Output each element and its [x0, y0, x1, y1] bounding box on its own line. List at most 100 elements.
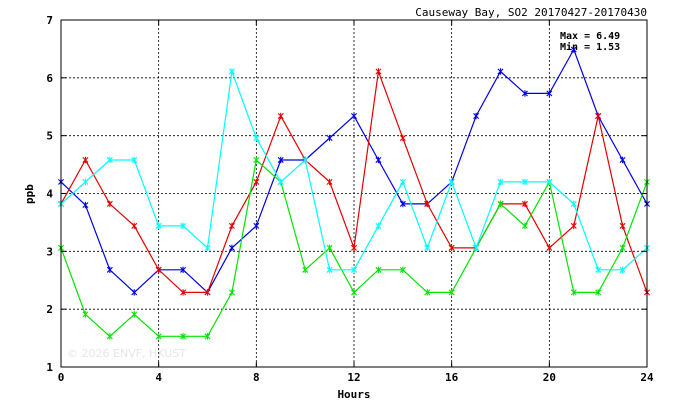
data-point	[253, 222, 260, 230]
data-point	[351, 266, 357, 274]
data-point	[204, 244, 211, 252]
data-point	[180, 289, 187, 296]
x-tick-label: 16	[445, 371, 459, 384]
data-point	[253, 156, 260, 164]
x-tick-label: 0	[58, 371, 65, 384]
data-point	[375, 222, 382, 230]
data-point	[351, 244, 357, 252]
data-point	[375, 156, 382, 164]
data-point	[204, 333, 211, 340]
x-tick-label: 8	[253, 371, 260, 384]
data-point	[351, 112, 357, 120]
data-point	[131, 156, 138, 164]
data-point	[497, 200, 504, 208]
data-point	[82, 311, 89, 318]
y-tick-label: 7	[46, 14, 53, 27]
x-axis-label: Hours	[337, 388, 370, 401]
data-point	[595, 289, 602, 296]
data-point	[399, 200, 406, 208]
data-point	[180, 266, 187, 274]
data-point	[473, 244, 480, 252]
y-tick-label: 2	[46, 303, 53, 316]
x-tick-label: 24	[640, 371, 654, 384]
data-point	[448, 244, 455, 252]
data-point	[375, 68, 382, 75]
data-point	[82, 178, 89, 186]
series-4	[58, 68, 650, 274]
data-point	[570, 289, 577, 296]
data-point	[106, 333, 113, 340]
data-point	[131, 222, 138, 230]
watermark: © 2026 ENVF, HKUST	[67, 347, 186, 360]
y-tick-label: 3	[46, 245, 53, 258]
data-point	[277, 178, 284, 186]
data-point	[570, 46, 577, 53]
data-point	[326, 244, 333, 252]
x-tick-label: 20	[543, 371, 556, 384]
data-point	[326, 178, 333, 186]
data-point	[253, 178, 260, 186]
data-point	[180, 333, 187, 340]
chart-title: Causeway Bay, SO2 20170427-20170430	[415, 6, 647, 19]
data-point	[326, 134, 333, 142]
y-tick-label: 1	[46, 361, 53, 374]
min-annotation: Min = 1.53	[560, 41, 620, 53]
data-point	[595, 266, 602, 274]
data-point	[570, 222, 577, 230]
y-tick-label: 6	[46, 72, 53, 85]
data-point	[546, 90, 553, 97]
data-point	[521, 178, 528, 186]
data-point	[619, 222, 626, 230]
data-point	[473, 112, 480, 120]
data-point	[399, 266, 406, 274]
data-point	[180, 222, 187, 230]
data-point	[399, 134, 406, 142]
data-point	[326, 266, 333, 274]
y-axis-label: ppb	[23, 184, 36, 204]
x-tick-label: 4	[155, 371, 162, 384]
y-tick-label: 5	[46, 130, 53, 143]
data-point	[228, 289, 235, 296]
data-point	[302, 266, 309, 274]
data-point	[82, 201, 89, 209]
data-point	[277, 112, 284, 120]
data-point	[351, 289, 357, 296]
max-annotation: Max = 6.49	[560, 31, 620, 42]
data-point	[228, 244, 235, 252]
data-point	[228, 222, 235, 230]
data-point	[155, 333, 162, 340]
data-point	[424, 244, 431, 252]
data-point	[399, 178, 406, 186]
data-point	[497, 178, 504, 186]
data-point	[228, 68, 235, 75]
data-point	[375, 266, 382, 274]
grid-lines	[61, 20, 647, 367]
x-tick-label: 12	[347, 371, 360, 384]
data-point	[106, 156, 113, 164]
data-point	[448, 178, 455, 186]
data-point	[424, 200, 431, 208]
series-1	[58, 46, 650, 296]
data-point	[155, 222, 162, 230]
data-series	[58, 46, 650, 340]
data-point	[204, 289, 211, 296]
data-point	[619, 156, 626, 164]
data-point	[106, 266, 113, 274]
data-point	[106, 200, 113, 208]
data-point	[521, 222, 528, 230]
data-point	[253, 134, 260, 142]
data-point	[131, 311, 138, 318]
data-point	[448, 289, 455, 296]
data-point	[131, 289, 138, 296]
data-point	[546, 244, 553, 252]
data-point	[595, 112, 602, 120]
y-tick-label: 4	[46, 188, 53, 201]
data-point	[424, 289, 431, 296]
data-point	[521, 200, 528, 208]
data-point	[570, 200, 577, 208]
data-point	[521, 90, 528, 97]
data-point	[277, 156, 284, 164]
data-point	[82, 156, 89, 164]
